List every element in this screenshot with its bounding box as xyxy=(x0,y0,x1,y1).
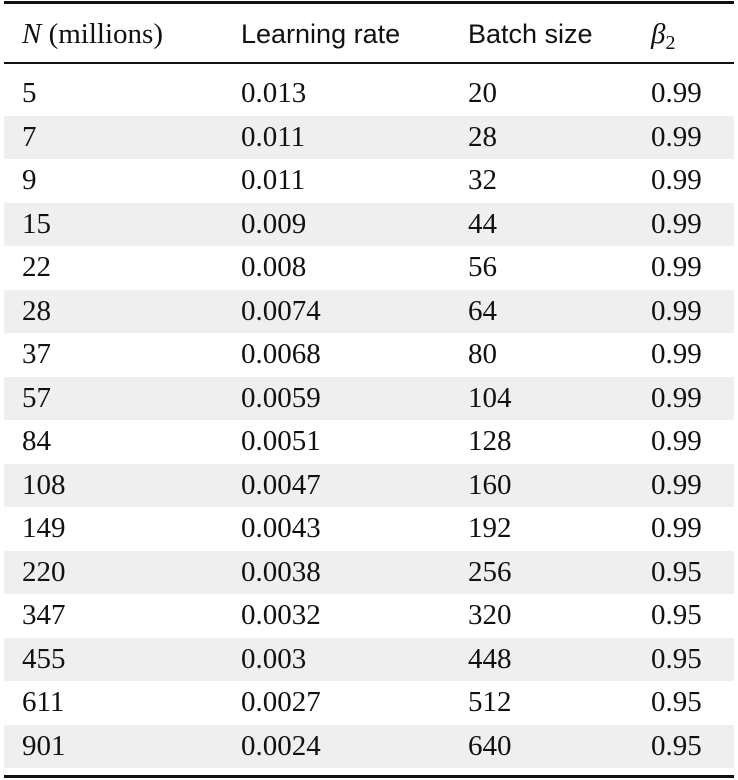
cell: 0.99 xyxy=(651,294,702,327)
cell: 0.95 xyxy=(651,642,702,675)
cell: 149 xyxy=(22,512,66,544)
row-shade xyxy=(4,463,734,507)
cell: 7 xyxy=(22,120,37,153)
cell: 5 xyxy=(22,77,37,109)
cell: 0.99 xyxy=(651,207,702,240)
cell: 0.0059 xyxy=(241,381,321,414)
cell: 0.0043 xyxy=(241,512,321,544)
cell: 455 xyxy=(22,642,66,675)
header-cell: Learning rate xyxy=(241,19,401,49)
cell: 320 xyxy=(468,599,512,631)
cell: 0.99 xyxy=(651,338,702,370)
cell: 64 xyxy=(468,294,497,327)
row-shade xyxy=(4,550,734,594)
cell: 0.99 xyxy=(651,468,702,501)
cell: 57 xyxy=(22,381,51,414)
cell: 9 xyxy=(22,164,37,196)
cell: 901 xyxy=(22,729,66,762)
cell: 0.99 xyxy=(651,425,702,457)
cell: 220 xyxy=(22,555,66,588)
row-shade xyxy=(4,724,734,768)
cell: 0.99 xyxy=(651,164,702,196)
row-shade xyxy=(4,289,734,333)
header-cell: Batch size xyxy=(468,19,593,49)
cell: 0.95 xyxy=(651,599,702,631)
cell: 28 xyxy=(468,120,497,153)
cell: 448 xyxy=(468,642,512,675)
cell: 0.008 xyxy=(241,251,307,283)
cell: 0.99 xyxy=(651,77,702,109)
cell: 20 xyxy=(468,77,497,109)
row-shade xyxy=(4,376,734,420)
cell: 15 xyxy=(22,207,51,240)
cell: 0.95 xyxy=(651,555,702,588)
cell: 160 xyxy=(468,468,512,501)
header-unit: (millions) xyxy=(48,18,163,50)
cell: 0.99 xyxy=(651,381,702,414)
cell: 0.0051 xyxy=(241,425,321,457)
cell: 0.95 xyxy=(651,686,702,718)
cell: 0.95 xyxy=(651,729,702,762)
cell: 512 xyxy=(468,686,512,718)
cell: 28 xyxy=(22,294,51,327)
cell: 128 xyxy=(468,425,512,457)
cell: 84 xyxy=(22,425,51,457)
cell: 0.0074 xyxy=(241,294,321,327)
cell: 104 xyxy=(468,381,512,414)
cell: 0.013 xyxy=(241,77,307,109)
cell: 0.0068 xyxy=(241,338,321,370)
cell: 0.0038 xyxy=(241,555,321,588)
cell: 56 xyxy=(468,251,497,283)
cell: 611 xyxy=(22,686,65,718)
cell: 0.0047 xyxy=(241,468,321,501)
cell: 0.009 xyxy=(241,207,307,240)
cell: 0.99 xyxy=(651,512,702,544)
row-shade xyxy=(4,202,734,246)
cell: 32 xyxy=(468,164,497,196)
cell: 256 xyxy=(468,555,512,588)
cell: 0.011 xyxy=(241,120,306,153)
cell: 0.0024 xyxy=(241,729,321,762)
row-shade xyxy=(4,115,734,159)
cell: 0.011 xyxy=(241,164,306,196)
cell: 347 xyxy=(22,599,66,631)
top-rule xyxy=(4,1,734,4)
header-variable: N xyxy=(22,18,42,50)
cell: 22 xyxy=(22,251,51,283)
mid-rule xyxy=(4,62,734,64)
bottom-rule xyxy=(4,775,734,778)
header-subscript: 2 xyxy=(665,32,676,54)
cell: 80 xyxy=(468,338,497,370)
header-cell: β2 xyxy=(651,12,675,56)
cell: 640 xyxy=(468,729,512,762)
cell: 0.0027 xyxy=(241,686,321,718)
cell: 37 xyxy=(22,338,51,370)
cell: 0.0032 xyxy=(241,599,321,631)
row-shade xyxy=(4,637,734,681)
cell: 44 xyxy=(468,207,497,240)
cell: 0.99 xyxy=(651,120,702,153)
cell: 192 xyxy=(468,512,512,544)
cell: 0.99 xyxy=(651,251,702,283)
header-symbol: β xyxy=(651,18,666,50)
cell: 0.003 xyxy=(241,642,307,675)
header-cell: N (millions) xyxy=(22,12,163,56)
cell: 108 xyxy=(22,468,66,501)
